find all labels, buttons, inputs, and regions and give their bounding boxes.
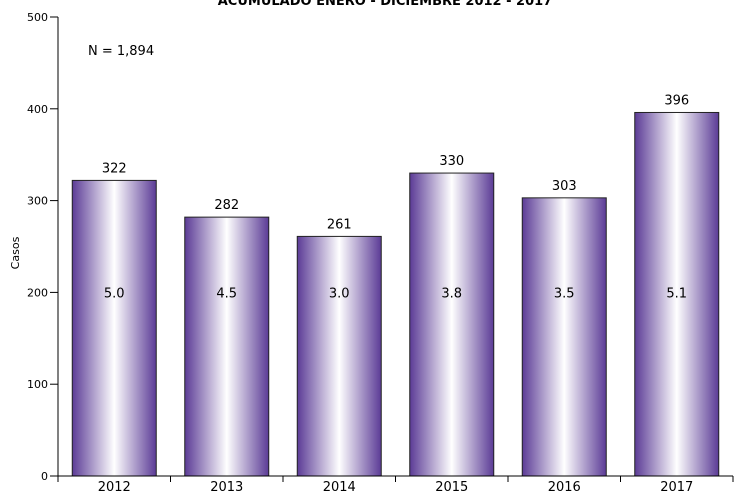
bar-inner-label-2016: 3.5	[554, 286, 575, 301]
bar-2012	[71, 179, 157, 477]
y-tick-label-500: 500	[27, 11, 48, 24]
x-tick-label-2015: 2015	[435, 480, 468, 494]
bars-group: 322 5.0 282 4.5 261 3.0 330 3.8 303 3.5 396 5.1	[71, 93, 720, 477]
x-tick-label-2017: 2017	[660, 480, 693, 494]
y-tick-label-400: 400	[27, 103, 48, 116]
y-tick-label-300: 300	[27, 195, 48, 208]
y-axis-label: Casos	[9, 236, 22, 269]
x-tick-label-2016: 2016	[548, 480, 581, 494]
bar-value-label-2013: 282	[214, 198, 239, 213]
bar-value-label-2017: 396	[664, 93, 689, 108]
bar-2017	[634, 111, 720, 477]
bar-2014	[296, 235, 382, 477]
axes-group: 2012 2013 2014 2015 2016 2017 0 100 200 300 400 500	[27, 11, 734, 495]
y-tick-label-200: 200	[27, 286, 48, 299]
y-tick-label-100: 100	[27, 378, 48, 391]
chart-title: ACUMULADO ENERO - DICIEMBRE 2012 - 2017	[218, 0, 552, 9]
sample-size-annotation: N = 1,894	[88, 44, 154, 59]
bar-value-label-2016: 303	[552, 179, 577, 194]
bar-inner-label-2014: 3.0	[329, 286, 350, 301]
x-tick-label-2012: 2012	[98, 480, 131, 494]
bar-2013	[184, 216, 270, 477]
bar-value-label-2015: 330	[439, 154, 464, 169]
bar-inner-label-2012: 5.0	[104, 286, 125, 301]
bar-2015	[409, 172, 495, 477]
bar-value-label-2012: 322	[102, 161, 127, 176]
bar-inner-label-2013: 4.5	[216, 286, 237, 301]
bar-inner-label-2015: 3.8	[441, 286, 462, 301]
x-tick-label-2014: 2014	[323, 480, 356, 494]
y-tick-label-0: 0	[41, 470, 48, 483]
x-tick-label-2013: 2013	[210, 480, 243, 494]
bar-2016	[521, 197, 607, 477]
bar-inner-label-2017: 5.1	[666, 286, 687, 301]
bar-value-label-2014: 261	[327, 217, 352, 232]
